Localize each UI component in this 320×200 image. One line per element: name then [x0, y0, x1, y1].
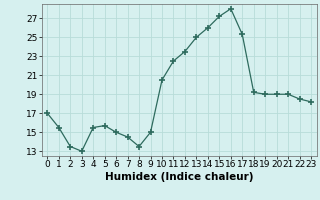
- X-axis label: Humidex (Indice chaleur): Humidex (Indice chaleur): [105, 172, 253, 182]
